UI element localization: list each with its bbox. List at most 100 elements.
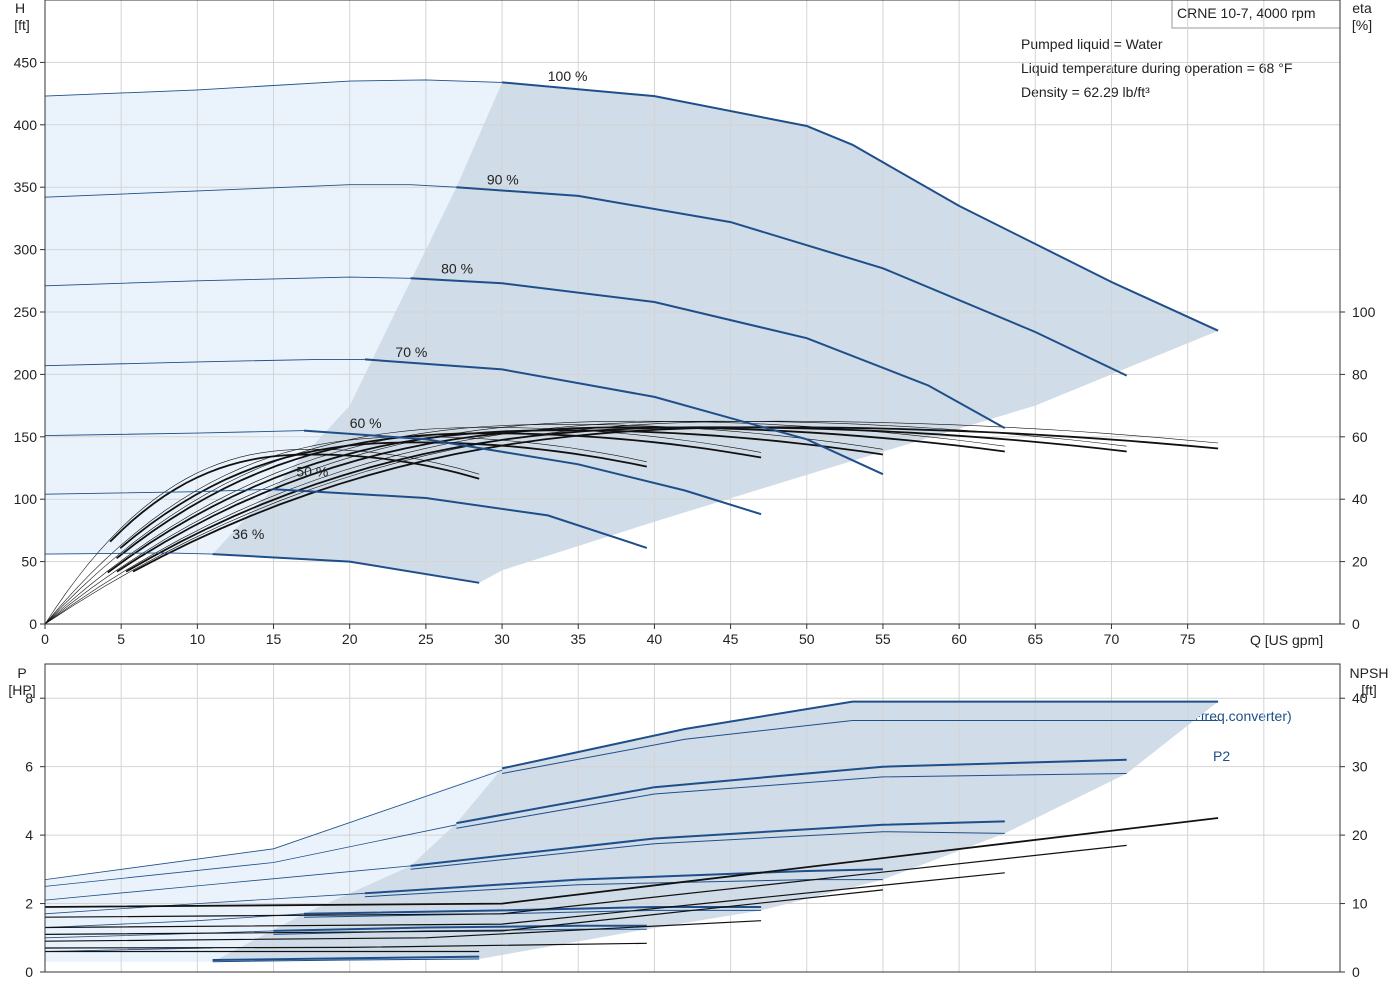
head-tick-label-0: 0 — [29, 616, 37, 632]
eta-axis-name: eta — [1352, 0, 1372, 16]
head-tick-label-300: 300 — [14, 242, 38, 258]
power-tick-label-0: 0 — [25, 964, 33, 980]
npsh-axis-unit: [ft] — [1361, 682, 1377, 698]
power-p2-curve-4 — [303, 909, 762, 918]
power-axis-unit: [HP] — [8, 682, 35, 698]
title-box — [1171, 0, 1341, 29]
efficiency-thin-line-6 — [44, 420, 1219, 625]
x-tick-label-40: 40 — [647, 631, 663, 647]
head-curve-light-0 — [44, 79, 503, 97]
npsh-tick-label-20: 20 — [1352, 827, 1368, 843]
x-tick-label-30: 30 — [494, 631, 510, 647]
eta-tick-label-0: 0 — [1352, 616, 1360, 632]
efficiency-line-3 — [107, 429, 884, 574]
head-curve-label-3: 70 % — [395, 344, 427, 360]
note-liquid: Pumped liquid = Water — [1021, 36, 1163, 52]
power-p1-curve-1 — [456, 758, 1127, 825]
npsh-tick-label-10: 10 — [1352, 896, 1368, 912]
efficiency-line-5 — [125, 426, 1127, 573]
eta-tick-label-100: 100 — [1352, 304, 1376, 320]
efficiency-thin-line-3 — [44, 423, 883, 625]
head-curve-label-1: 90 % — [487, 172, 519, 188]
efficiency-thin-line-2 — [44, 427, 762, 625]
power-p1-curve-2 — [410, 820, 1005, 867]
note-temperature: Liquid temperature during operation = 68… — [1021, 60, 1292, 76]
power-p2-curve-2 — [410, 831, 1005, 870]
power-tick-label-2: 2 — [25, 896, 33, 912]
head-tick-label-150: 150 — [14, 429, 38, 445]
head-tick-label-350: 350 — [14, 179, 38, 195]
power-tick-label-8: 8 — [25, 690, 33, 706]
head-tick-label-100: 100 — [14, 491, 38, 507]
head-curve-light-3 — [44, 358, 365, 367]
npsh-tick-label-30: 30 — [1352, 759, 1368, 775]
x-tick-label-35: 35 — [570, 631, 586, 647]
head-curve-label-0: 100 % — [548, 68, 588, 84]
head-curve-5 — [273, 488, 648, 549]
head-tick-label-50: 50 — [21, 554, 37, 570]
efficiency-line-1 — [119, 441, 647, 549]
efficiency-line-2 — [116, 432, 762, 560]
x-tick-label-65: 65 — [1028, 631, 1044, 647]
power-p2-curve-1 — [456, 773, 1127, 829]
x-tick-label-55: 55 — [875, 631, 891, 647]
power-curve-light-3 — [44, 892, 365, 915]
x-tick-label-50: 50 — [799, 631, 815, 647]
power-p1-curve-0 — [501, 700, 1219, 770]
power-curve-light-2 — [44, 865, 411, 901]
eta-axis-unit: [%] — [1352, 17, 1372, 33]
head-curve-light-5 — [44, 488, 274, 495]
head-tick-label-200: 200 — [14, 366, 38, 382]
head-axis-unit: [ft] — [14, 17, 30, 33]
npsh-tick-label-0: 0 — [1352, 964, 1360, 980]
eta-tick-label-60: 60 — [1352, 429, 1368, 445]
upper-dark-area — [212, 82, 1219, 583]
legend-p2: P2 — [1213, 748, 1230, 764]
x-tick-label-20: 20 — [342, 631, 358, 647]
power-axis-name: P — [17, 665, 26, 681]
head-curve-light-1 — [44, 184, 457, 198]
head-curve-6 — [212, 553, 480, 584]
x-tick-label-15: 15 — [266, 631, 282, 647]
npsh-curve-5 — [44, 844, 1127, 918]
head-tick-label-250: 250 — [14, 304, 38, 320]
x-tick-label-75: 75 — [1180, 631, 1196, 647]
npsh-curve-6 — [44, 817, 1219, 908]
x-tick-label-5: 5 — [117, 631, 125, 647]
npsh-curve-1 — [44, 942, 647, 949]
note-density: Density = 62.29 lb/ft³ — [1021, 84, 1150, 100]
npsh-axis-name: NPSH — [1350, 665, 1389, 681]
head-curve-label-6: 36 % — [232, 526, 264, 542]
x-axis-title: Q [US gpm] — [1250, 632, 1323, 648]
head-curve-light-2 — [44, 276, 411, 287]
power-curve-light-5 — [44, 930, 274, 939]
head-curve-label-2: 80 % — [441, 260, 473, 276]
power-tick-label-6: 6 — [25, 759, 33, 775]
power-p2-curve-3 — [364, 879, 883, 898]
head-axis-name: H — [15, 0, 25, 16]
efficiency-line-4 — [116, 426, 1005, 573]
power-p1-curve-5 — [273, 924, 647, 932]
head-curve-label-4: 60 % — [350, 415, 382, 431]
npsh-curve-2 — [44, 920, 762, 942]
head-curve-light-6 — [44, 552, 213, 555]
npsh-curve-3 — [44, 889, 883, 935]
head-curve-light-4 — [44, 430, 305, 437]
head-curve-1 — [456, 186, 1128, 377]
head-tick-label-450: 450 — [14, 54, 38, 70]
x-tick-label-25: 25 — [418, 631, 434, 647]
power-curve-light-1 — [44, 824, 457, 887]
chart-title: CRNE 10-7, 4000 rpm — [1177, 5, 1316, 21]
head-curve-3 — [364, 358, 884, 476]
eta-tick-label-40: 40 — [1352, 491, 1368, 507]
head-curve-4 — [303, 429, 762, 516]
x-tick-label-70: 70 — [1104, 631, 1120, 647]
head-curve-2 — [410, 277, 1006, 429]
x-tick-label-10: 10 — [190, 631, 206, 647]
eta-tick-label-80: 80 — [1352, 366, 1368, 382]
power-tick-label-4: 4 — [25, 827, 33, 843]
x-tick-label-60: 60 — [951, 631, 967, 647]
power-p2-curve-6 — [212, 958, 480, 963]
